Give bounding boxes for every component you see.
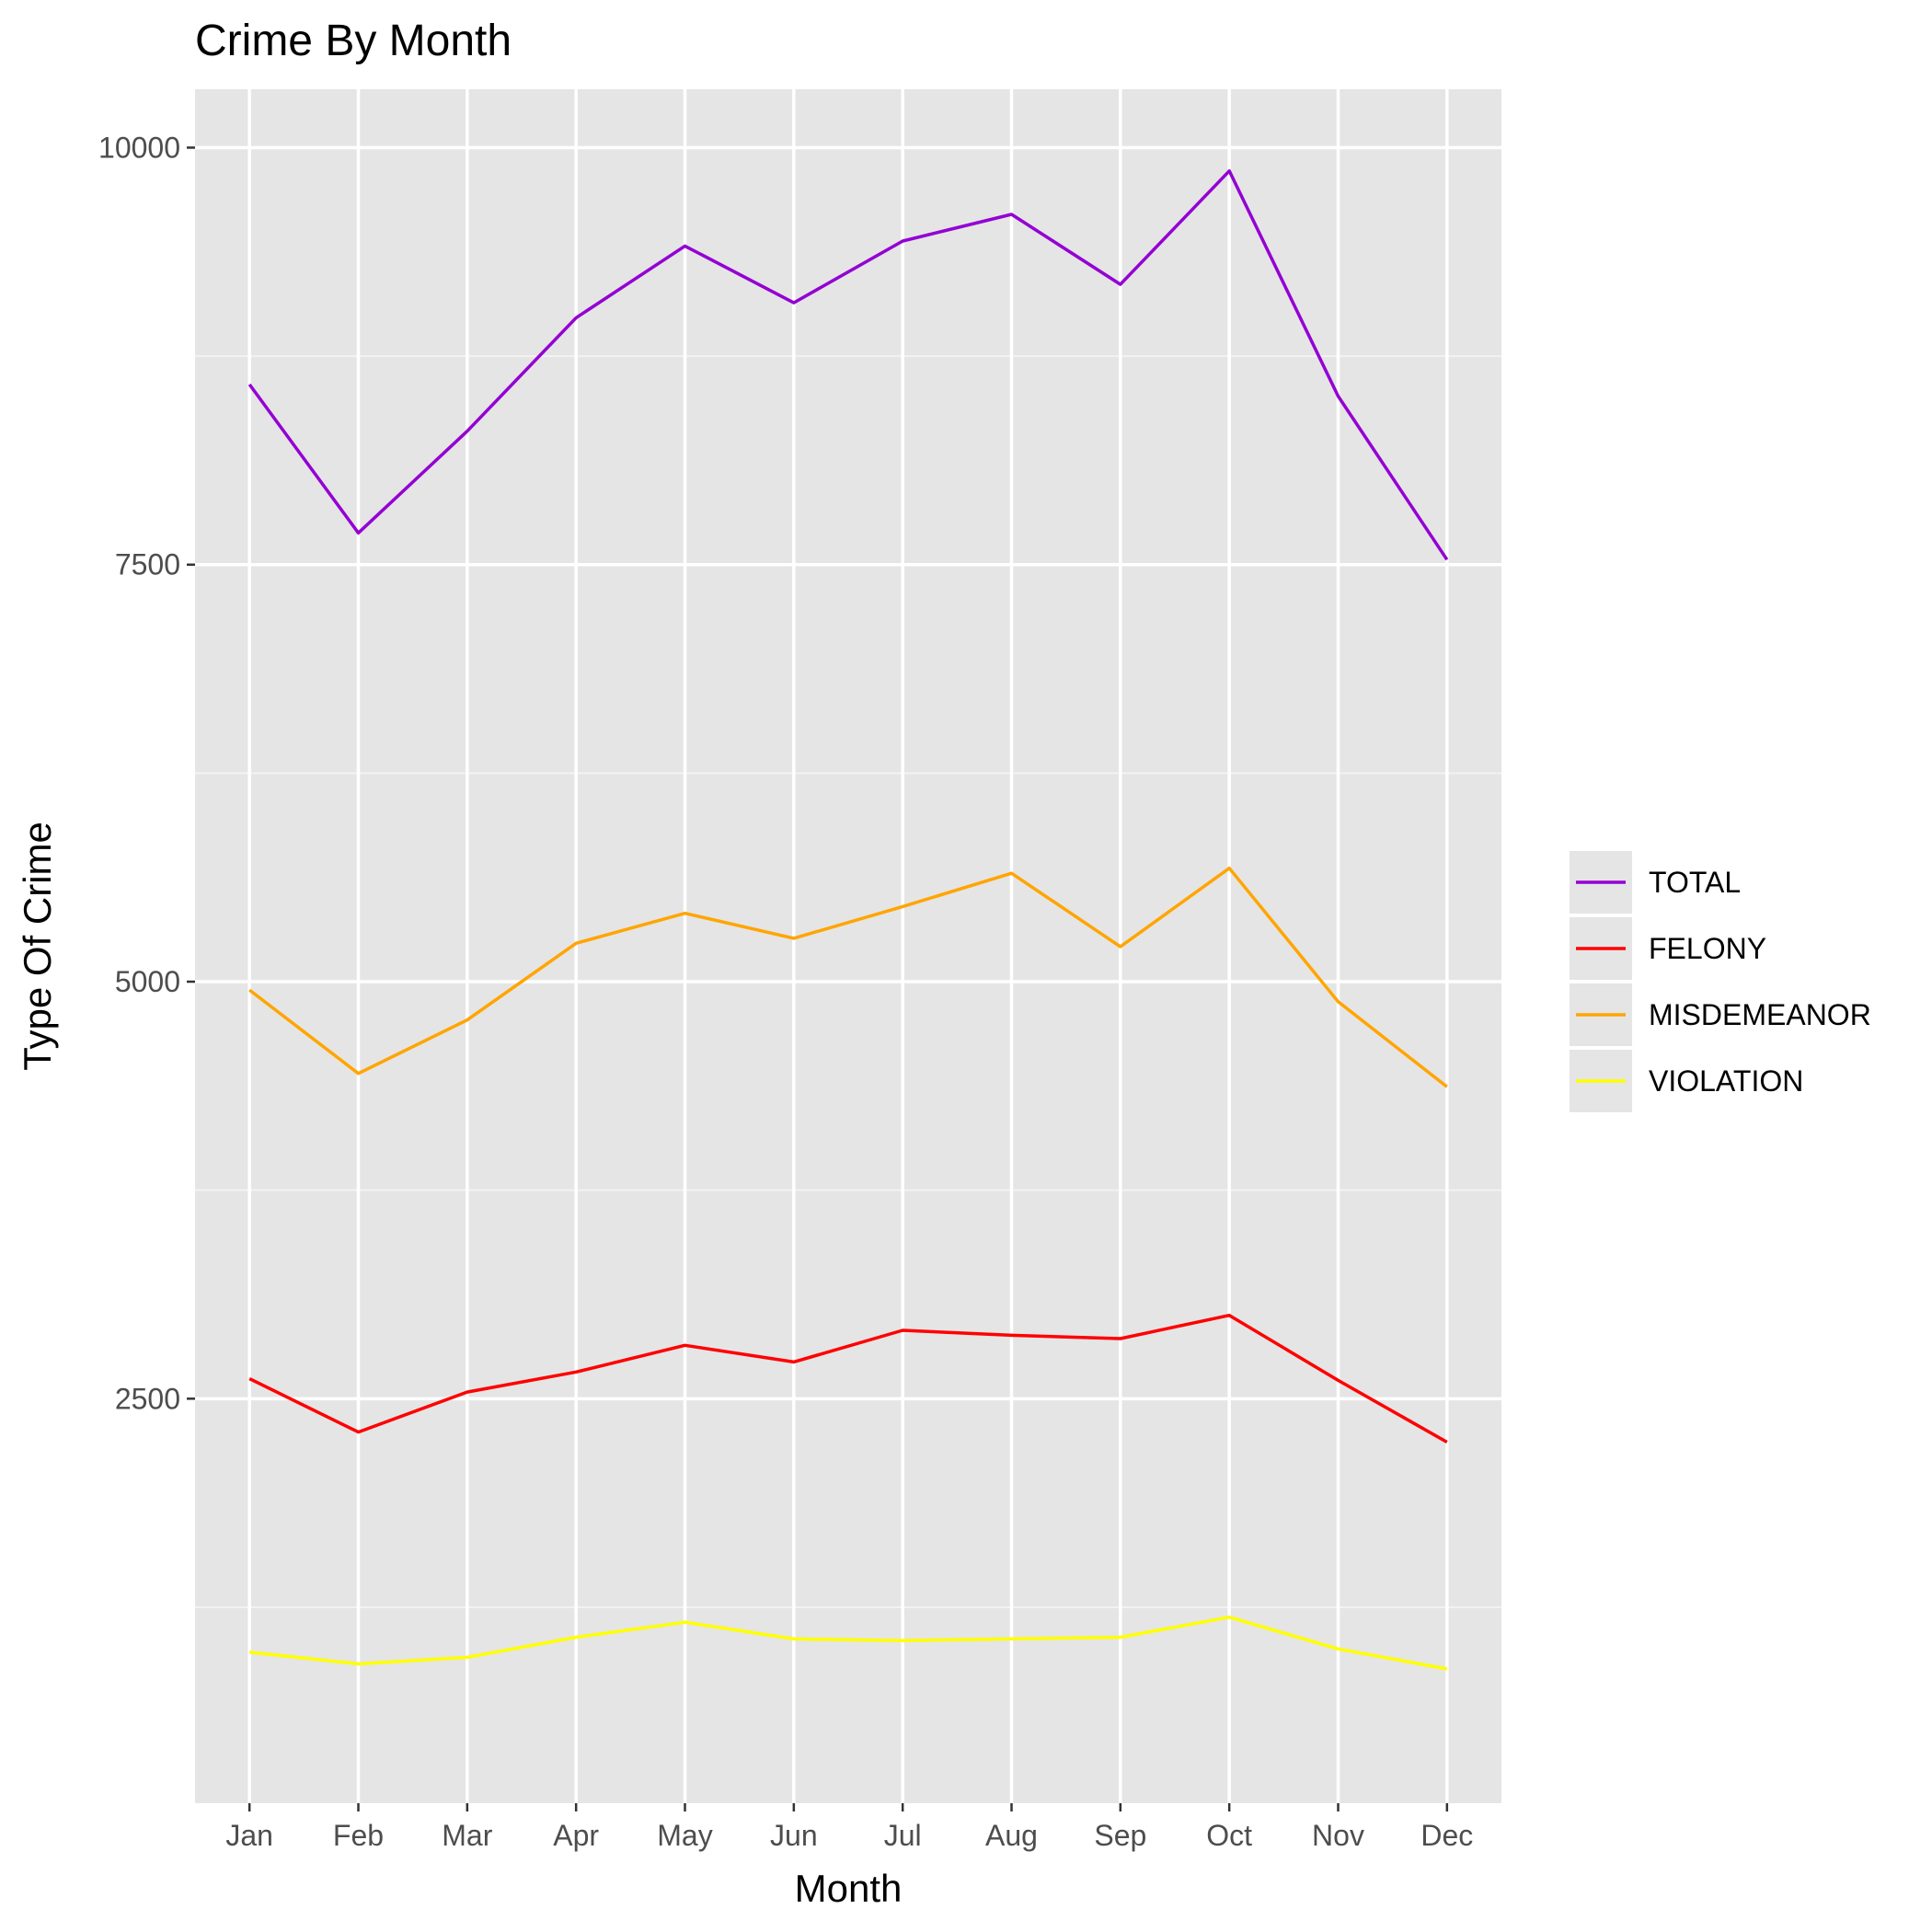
series-line-felony (248, 1313, 1448, 1444)
minor-gridlines (195, 355, 1501, 1608)
legend-label: TOTAL (1649, 866, 1741, 899)
y-tick-label: 7500 (115, 548, 180, 581)
x-tick-label: May (657, 1819, 712, 1852)
x-tick-label: Jan (225, 1819, 273, 1852)
x-tick-label: Feb (333, 1819, 384, 1852)
x-tick-label: Jun (770, 1819, 818, 1852)
x-tick-label: Mar (442, 1819, 492, 1852)
axes: 2500 5000 7500 10000 Jan Feb Mar Apr May Jun Jul Au… (98, 131, 1473, 1852)
legend-item-total: TOTAL (1570, 851, 1741, 914)
chart-title: Crime By Month (195, 17, 512, 65)
y-axis-title: Type Of Crime (16, 822, 59, 1071)
x-tick-label: Dec (1420, 1819, 1473, 1852)
x-tick-label: Oct (1206, 1819, 1252, 1852)
series-line-total (247, 169, 1449, 561)
y-tick-label: 10000 (98, 131, 180, 164)
x-tick-label: Sep (1094, 1819, 1146, 1852)
x-tick-label: Aug (985, 1819, 1038, 1852)
legend-item-felony: FELONY (1570, 917, 1766, 980)
legend-label: MISDEMEANOR (1649, 998, 1871, 1031)
legend-item-misdemeanor: MISDEMEANOR (1570, 983, 1871, 1046)
series-line-misdemeanor (248, 866, 1448, 1088)
y-tick-label: 2500 (115, 1382, 180, 1415)
series-line-violation (249, 1616, 1448, 1671)
legend: TOTAL FELONY MISDEMEANOR VIOLATION (1570, 851, 1871, 1112)
x-axis-title: Month (795, 1867, 903, 1910)
x-tick-label: Jul (884, 1819, 922, 1852)
x-tick-label: Apr (553, 1819, 599, 1852)
legend-label: VIOLATION (1649, 1064, 1803, 1098)
legend-label: FELONY (1649, 932, 1766, 965)
legend-item-violation: VIOLATION (1570, 1050, 1803, 1112)
series-lines (247, 169, 1449, 1671)
x-tick-label: Nov (1312, 1819, 1364, 1852)
y-tick-label: 5000 (115, 965, 180, 998)
plot-panel (195, 89, 1501, 1803)
